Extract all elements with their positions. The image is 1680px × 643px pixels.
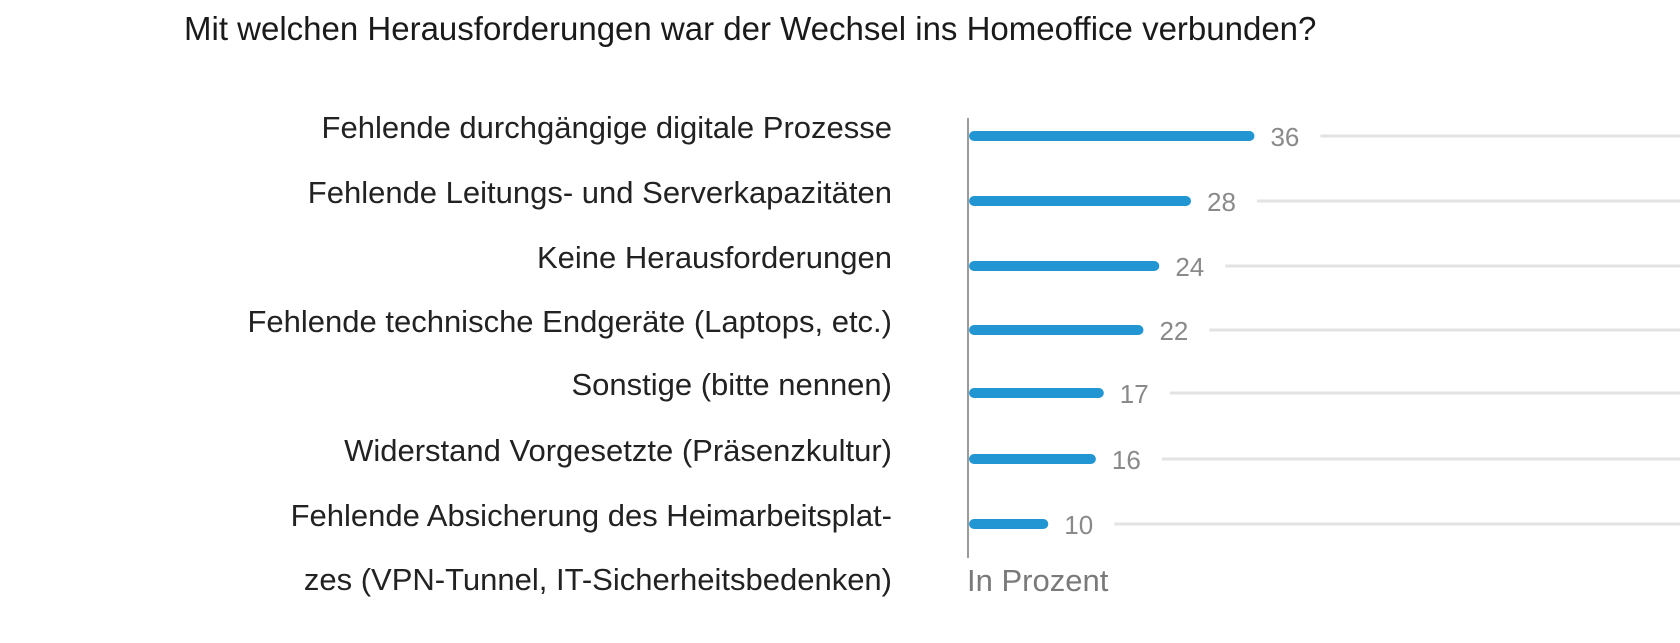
bar xyxy=(969,519,1049,529)
category-label: Sonstige (bitte nennen) xyxy=(571,367,892,402)
category-label: Fehlende durchgängige digitale Prozesse xyxy=(322,110,892,145)
data-label: 28 xyxy=(1207,187,1236,217)
data-label: 16 xyxy=(1112,445,1141,475)
data-label: 17 xyxy=(1120,379,1149,409)
bar xyxy=(969,454,1096,464)
category-label: Fehlende Leitungs- und Serverkapazitäten xyxy=(308,175,892,210)
bar xyxy=(969,325,1144,335)
axis-note: In Prozent xyxy=(967,563,1109,598)
category-label: Keine Herausforderungen xyxy=(537,240,892,275)
data-label: 10 xyxy=(1064,510,1093,540)
data-label: 36 xyxy=(1270,122,1299,152)
category-label: Fehlende technische Endgeräte (Laptops, … xyxy=(247,304,892,339)
category-label: Widerstand Vorgesetzte (Präsenzkultur) xyxy=(344,433,892,468)
category-label: Fehlende Absicherung des Heimarbeitsplat… xyxy=(291,498,892,533)
data-label: 22 xyxy=(1159,316,1188,346)
chart-title: Mit welchen Herausforderungen war der We… xyxy=(184,10,1317,47)
bar xyxy=(969,131,1255,141)
data-label: 24 xyxy=(1175,252,1204,282)
category-label: zes (VPN-Tunnel, IT-Sicherheitsbedenken) xyxy=(304,562,892,597)
bar xyxy=(969,196,1192,206)
bar xyxy=(969,261,1160,271)
bar xyxy=(969,388,1104,398)
